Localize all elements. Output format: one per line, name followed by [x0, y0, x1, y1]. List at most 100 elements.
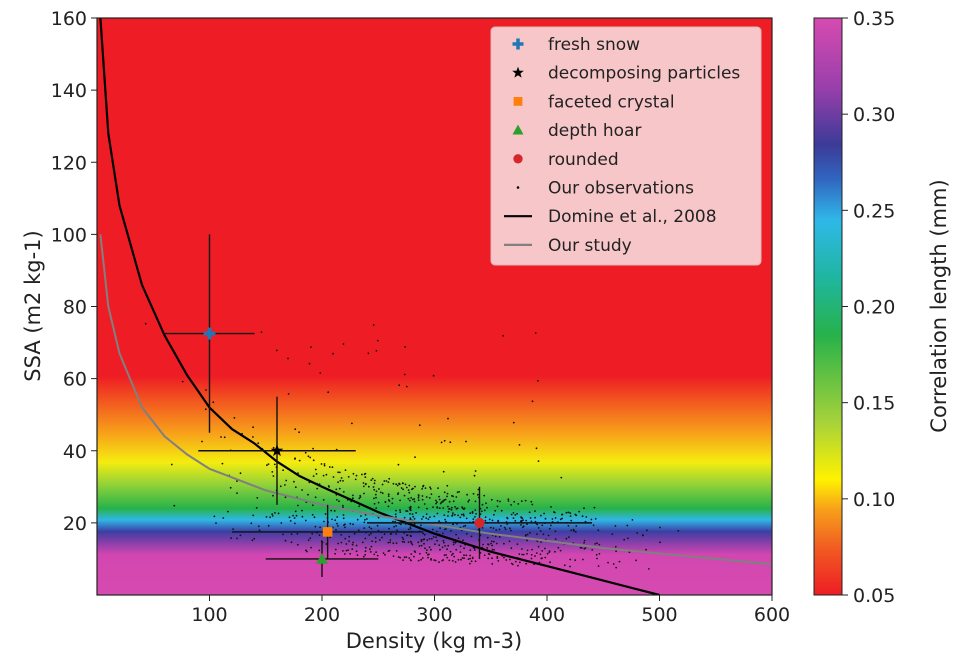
observation-point [611, 533, 614, 535]
observation-point [376, 554, 379, 557]
observation-point [339, 479, 342, 482]
observation-point [455, 533, 457, 536]
observation-point [349, 522, 352, 525]
observation-point [332, 526, 334, 529]
observation-point [322, 499, 325, 501]
observation-point [277, 512, 280, 515]
observation-point [518, 444, 521, 446]
observation-point [408, 491, 411, 494]
observation-point [584, 520, 587, 523]
observation-point [352, 541, 354, 544]
observation-point [369, 548, 371, 551]
observation-point [423, 542, 425, 545]
observation-point [474, 509, 477, 511]
observation-point [518, 553, 521, 555]
observation-point [436, 501, 438, 504]
observation-point [463, 557, 465, 559]
observation-point [481, 503, 484, 506]
observation-point [405, 486, 408, 489]
observation-point [500, 525, 502, 527]
observation-point [647, 568, 650, 570]
observation-point [265, 516, 268, 518]
observation-point [375, 507, 378, 509]
observation-point [590, 518, 593, 521]
observation-point [466, 493, 468, 496]
observation-point [498, 528, 501, 531]
observation-point [534, 510, 536, 512]
observation-point [293, 480, 295, 483]
observation-point [502, 334, 505, 337]
observation-point [520, 524, 522, 526]
observation-point [391, 502, 394, 505]
observation-point [565, 537, 568, 540]
observation-point [284, 484, 286, 486]
observation-point [310, 346, 312, 348]
observation-point [568, 536, 570, 538]
observation-point [415, 511, 417, 514]
observation-point [559, 518, 562, 521]
observation-point [659, 541, 661, 544]
observation-point [314, 496, 317, 499]
observation-point [306, 550, 308, 553]
observation-point [395, 550, 398, 552]
observation-point [400, 487, 403, 489]
observation-point [585, 516, 588, 518]
observation-point [597, 565, 600, 567]
observation-point [390, 532, 393, 535]
observation-point [414, 485, 416, 488]
observation-point [484, 516, 487, 518]
observation-point [339, 471, 341, 474]
observation-point [358, 497, 361, 500]
observation-point [312, 447, 314, 450]
observation-point [548, 527, 551, 530]
observation-point [516, 543, 519, 545]
observation-point [293, 517, 296, 519]
observation-point [352, 494, 354, 497]
observation-point [452, 500, 455, 503]
observation-point [569, 512, 572, 515]
observation-point [337, 481, 339, 484]
observation-point [490, 542, 492, 545]
observation-point [337, 542, 340, 545]
observation-point [447, 544, 450, 547]
x-tick-label: 400 [529, 604, 565, 626]
observation-point [420, 558, 422, 561]
observation-point [539, 553, 542, 556]
y-tick-label: 80 [63, 297, 87, 319]
observation-point [392, 520, 394, 523]
observation-point [357, 529, 360, 532]
observation-point [272, 475, 275, 477]
observation-point [414, 456, 416, 459]
colorbar-tick-label: 0.30 [853, 104, 895, 126]
observation-point [332, 352, 334, 355]
observation-point [401, 536, 404, 539]
observation-point [409, 505, 412, 508]
observation-point [296, 532, 299, 535]
observation-point [309, 456, 312, 459]
x-tick-label: 200 [304, 604, 340, 626]
observation-point [492, 540, 495, 543]
observation-point [305, 549, 307, 552]
observation-point [309, 537, 312, 539]
observation-point [295, 514, 298, 517]
observation-point [426, 539, 429, 541]
observation-point [615, 566, 618, 569]
observation-point [480, 510, 483, 513]
observation-point [345, 549, 348, 552]
observation-point [342, 480, 344, 482]
observation-point [463, 547, 465, 550]
observation-point [430, 537, 433, 540]
observation-point [521, 548, 523, 550]
observation-point [546, 552, 549, 555]
observation-point [423, 503, 426, 505]
observation-point [327, 391, 330, 394]
observation-point [333, 510, 336, 512]
colorbar-strip [813, 17, 843, 596]
observation-point [615, 550, 617, 553]
observation-point [607, 561, 609, 564]
observation-point [471, 510, 474, 513]
observation-point [378, 488, 380, 490]
observation-point [348, 535, 351, 538]
colorbar-tick-label: 0.25 [853, 200, 895, 222]
observation-point [520, 520, 523, 523]
